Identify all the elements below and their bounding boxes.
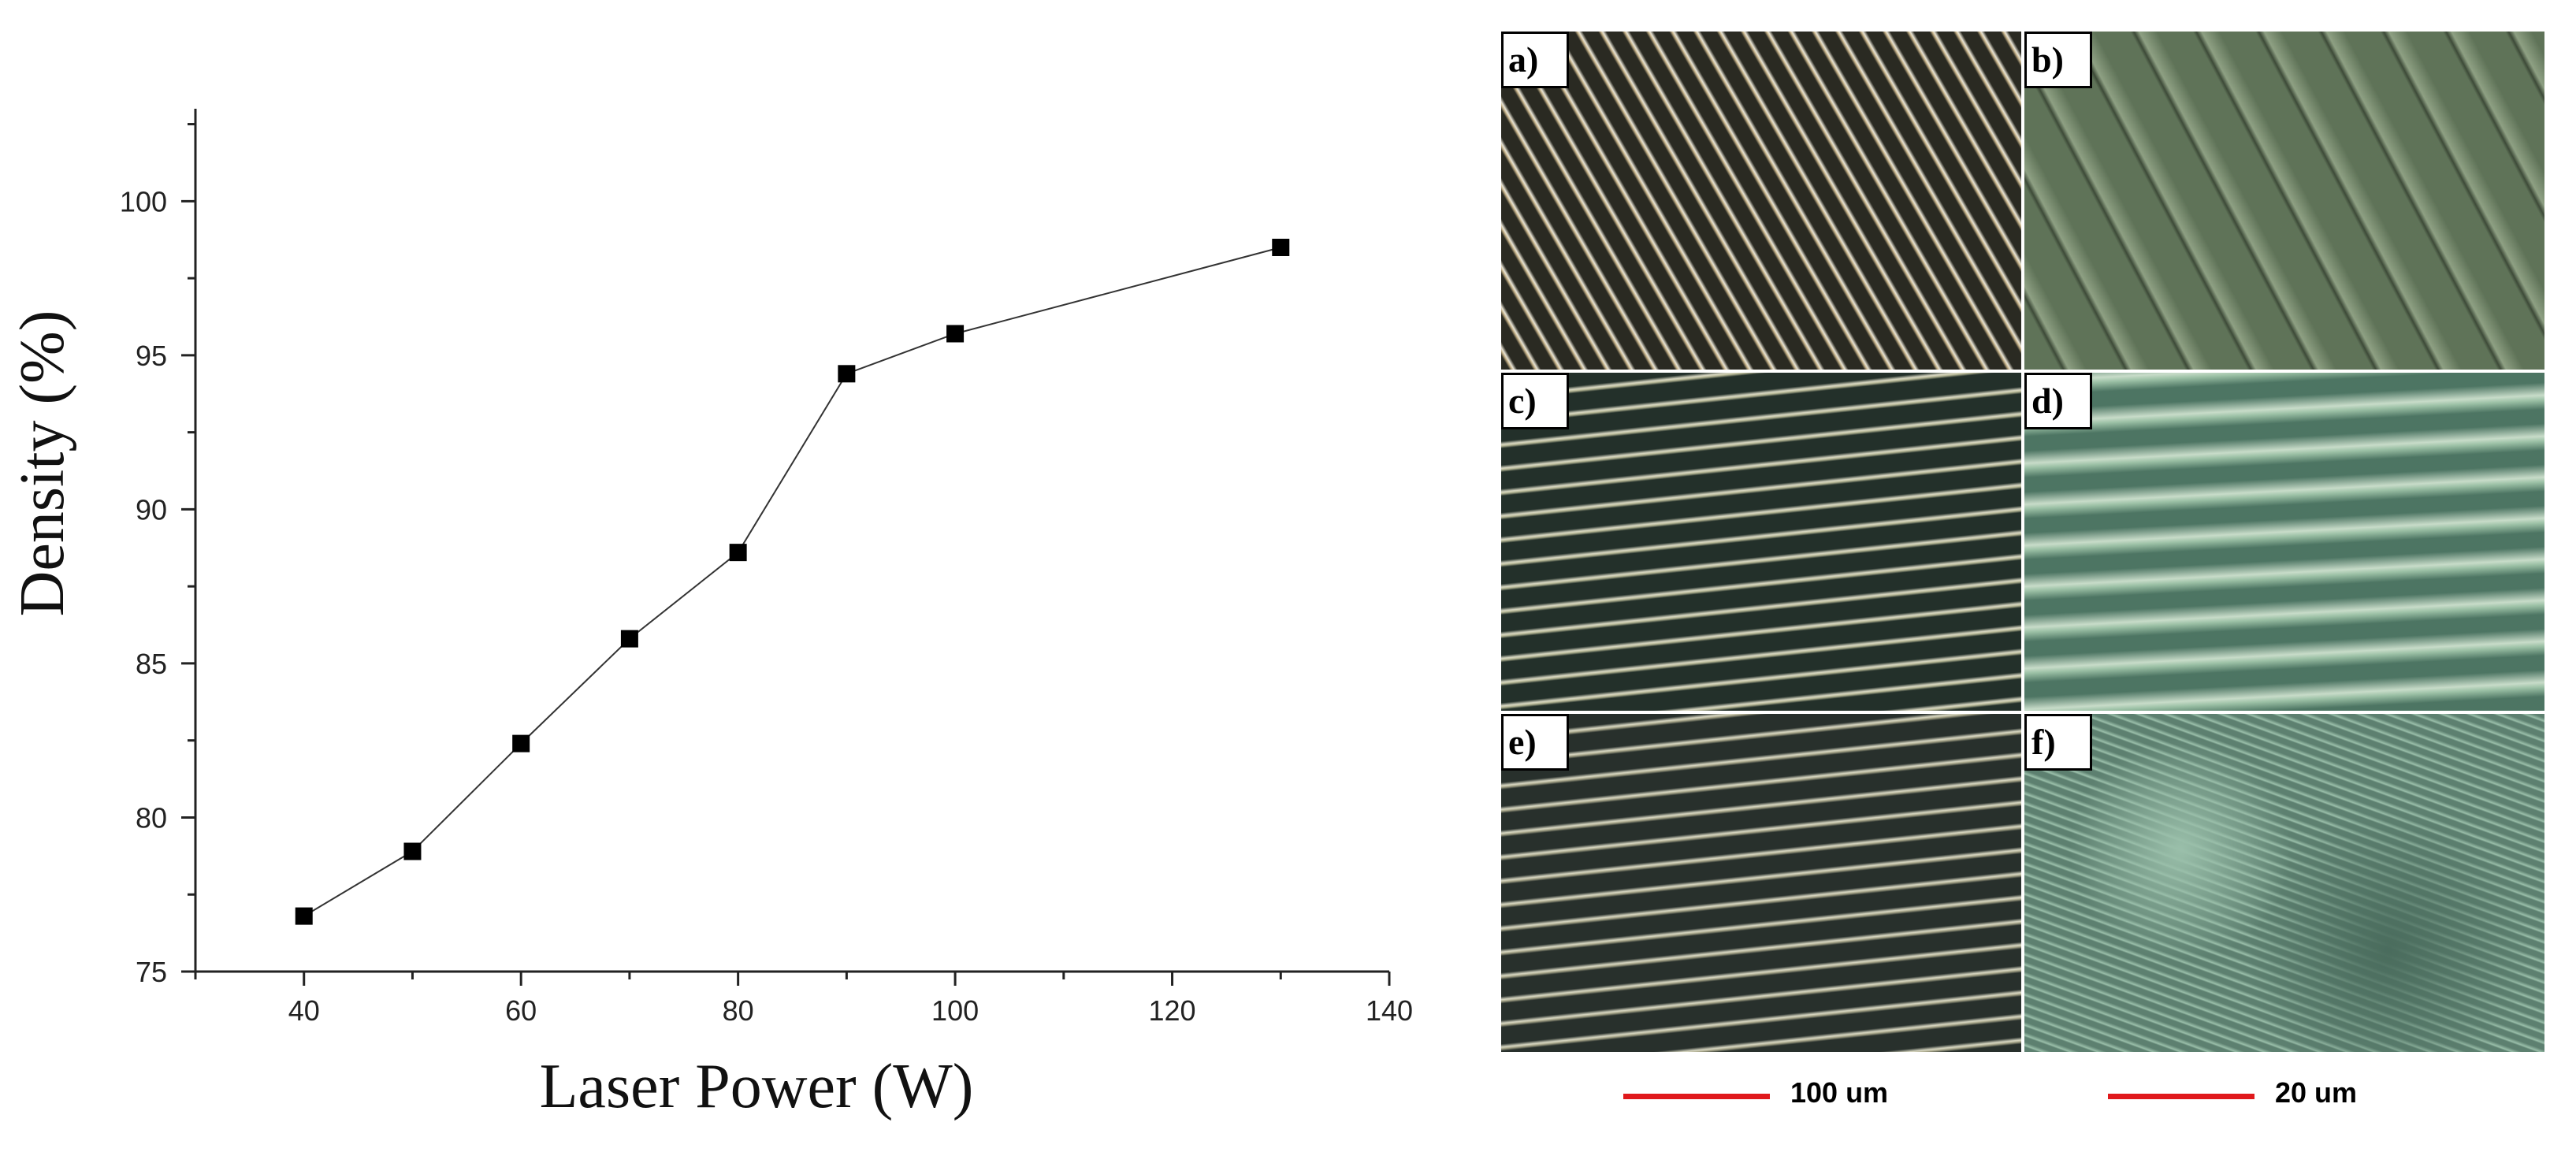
panel-label: c) (1501, 373, 1569, 429)
micrograph-panel: f) (2024, 714, 2544, 1052)
data-point (295, 907, 313, 925)
series-line (303, 247, 1281, 917)
panel-label: b) (2024, 32, 2092, 88)
x-tick-label: 40 (288, 994, 320, 1027)
scalebar-line (2108, 1094, 2254, 1099)
micrograph-panel: c) (1501, 373, 2021, 711)
data-point (946, 325, 965, 343)
x-tick-label: 60 (505, 994, 537, 1027)
chart-axes: 40 60 80 100 120 140 75 80 85 90 95 100 (120, 109, 1413, 1027)
y-tick-label: 95 (136, 340, 167, 372)
data-point (620, 630, 638, 648)
micrograph-grid: a) b) c) d) e) f) (1501, 32, 2548, 1056)
x-tick-label: 80 (723, 994, 754, 1027)
y-tick-label: 80 (136, 801, 167, 834)
y-tick-label: 90 (136, 493, 167, 526)
micrograph-panel: a) (1501, 32, 2021, 370)
x-tick-label: 100 (931, 994, 979, 1027)
data-point (1272, 238, 1290, 256)
micrograph-panel: b) (2024, 32, 2544, 370)
data-point (838, 365, 856, 383)
scalebar-label: 20 um (2275, 1076, 2358, 1109)
y-tick-label: 100 (120, 185, 167, 217)
density-chart: 40 60 80 100 120 140 75 80 85 90 95 100 Laser Power… (8, 109, 1413, 1121)
y-tick-label: 85 (136, 648, 167, 680)
y-axis-title: Density (%) (8, 310, 77, 617)
scalebar-line (1623, 1094, 1770, 1099)
x-tick-label: 120 (1149, 994, 1196, 1027)
data-point (729, 544, 747, 562)
scalebar-label: 100 um (1790, 1076, 1889, 1109)
panel-label: a) (1501, 32, 1569, 88)
data-point (512, 734, 530, 753)
y-tick-label: 75 (136, 956, 167, 988)
micrograph-panel: e) (1501, 714, 2021, 1052)
x-tick-label: 140 (1366, 994, 1413, 1027)
panel-label: d) (2024, 373, 2092, 429)
data-point (403, 842, 422, 860)
micrograph-panel: d) (2024, 373, 2544, 711)
panel-label: f) (2024, 714, 2092, 771)
chart-series (295, 238, 1290, 925)
panel-label: e) (1501, 714, 1569, 771)
x-axis-title: Laser Power (W) (540, 1052, 974, 1121)
